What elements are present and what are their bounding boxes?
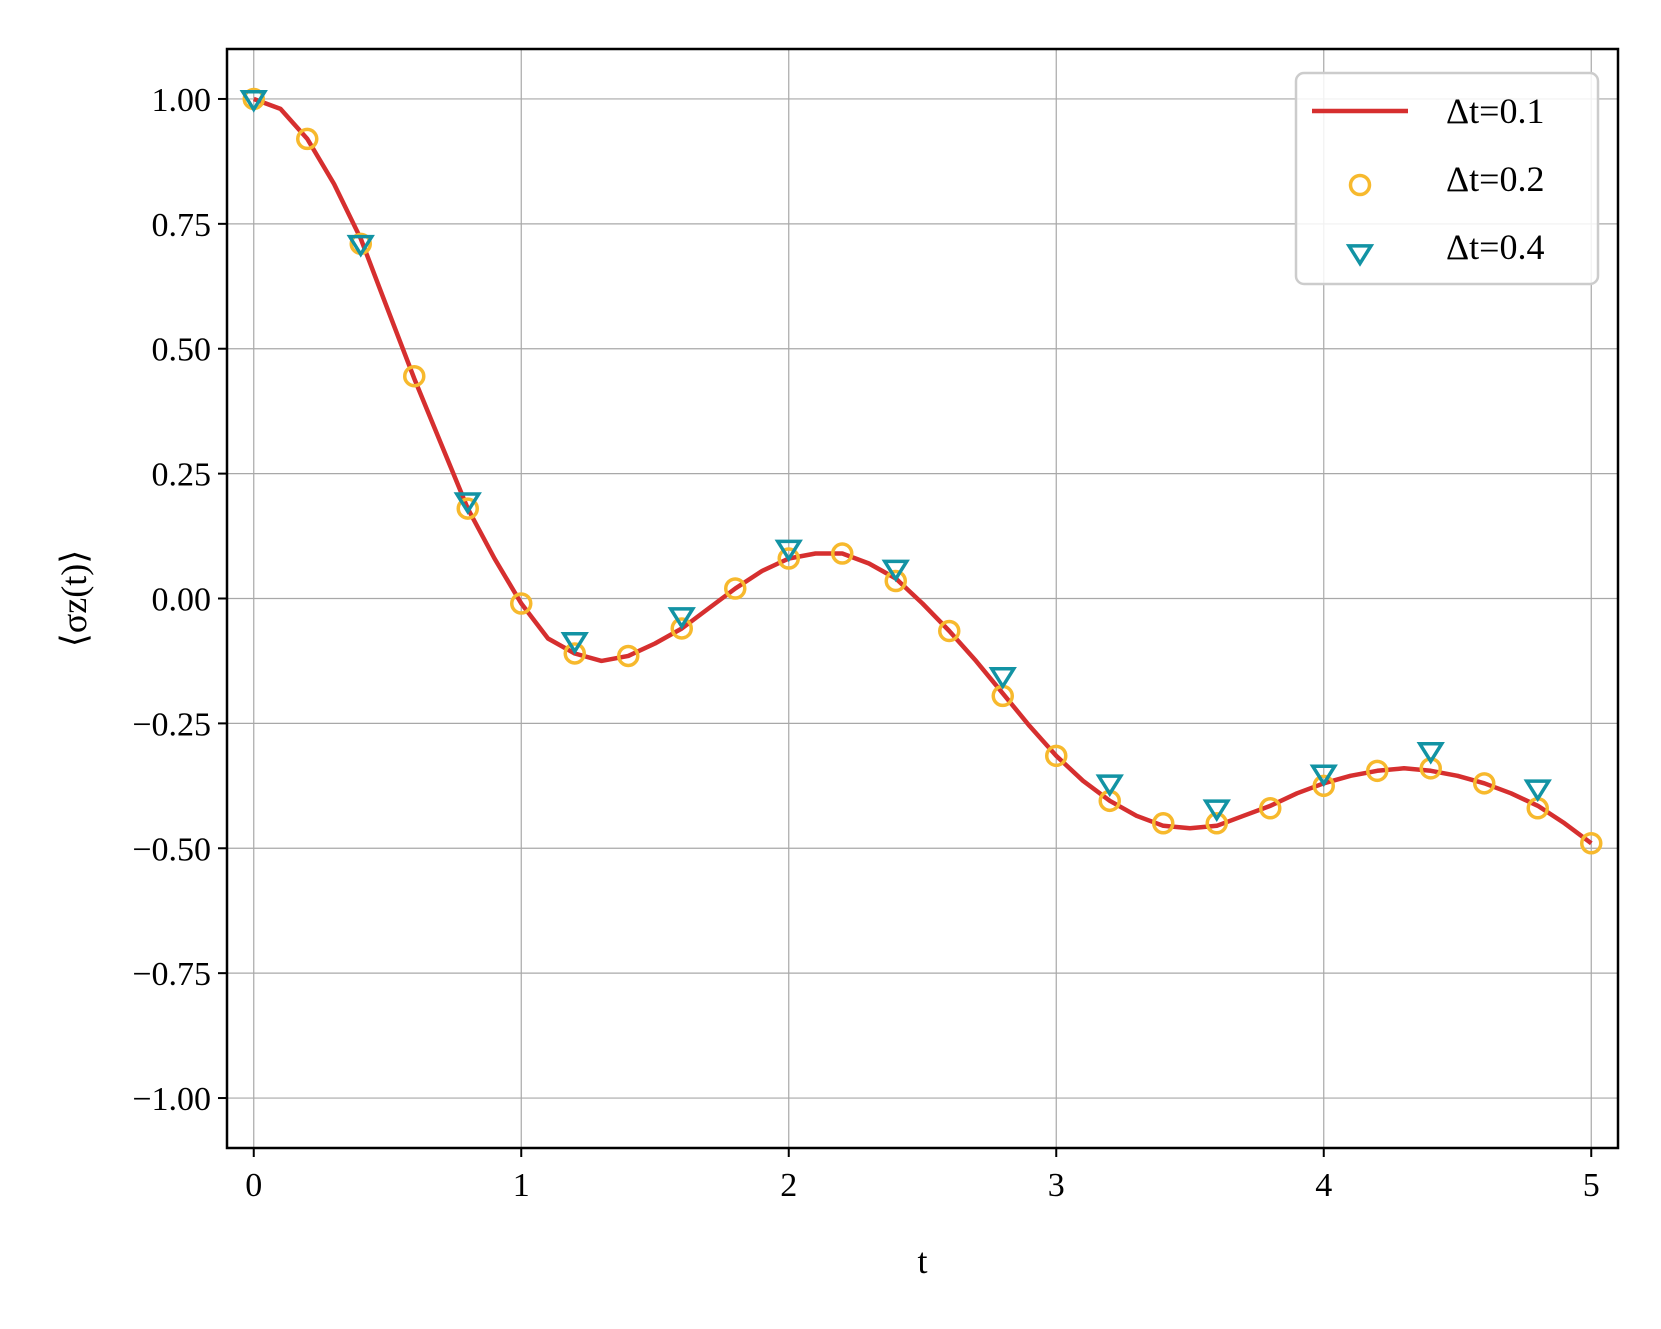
y-tick-label: 0.00 xyxy=(152,582,212,619)
data-point-series-1 xyxy=(510,592,533,615)
data-point-series-2 xyxy=(881,559,910,583)
y-tick-label: 1.00 xyxy=(152,82,212,119)
axis-ticks: 0 1 2 3 4 5 1.00 0.75 0.50 0.25 0.00 −0.25 −0.50 −0.7… xyxy=(132,82,1599,1204)
data-point-series-1 xyxy=(1205,812,1228,835)
data-point-series-1 xyxy=(403,364,426,388)
data-point-series-1 xyxy=(1473,772,1496,795)
data-point-series-2 xyxy=(1416,741,1445,765)
y-axis-title-group: ⟨σz(t)⟩ xyxy=(54,550,94,647)
x-tick-label: 5 xyxy=(1583,1167,1600,1204)
data-point-series-2 xyxy=(988,667,1017,690)
y-tick-label: 0.25 xyxy=(152,457,212,494)
data-point-series-2 xyxy=(346,234,375,258)
data-point-series-1 xyxy=(938,619,961,643)
data-point-series-1 xyxy=(670,617,693,640)
grid xyxy=(227,49,1618,1148)
data-point-series-1 xyxy=(1312,774,1335,798)
data-point-series-2 xyxy=(1309,764,1338,788)
legend: Δt=0.1 Δt=0.2 Δt=0.4 xyxy=(1294,71,1600,286)
data-point-series-1 xyxy=(777,547,800,570)
data-point-series-2 xyxy=(667,607,696,630)
data-point-series-1 xyxy=(1152,812,1175,835)
data-point-series-2 xyxy=(774,539,803,563)
data-point-series-2 xyxy=(1202,799,1231,823)
legend-box xyxy=(1294,71,1600,286)
data-point-series-1 xyxy=(1366,759,1389,783)
x-tick-label: 3 xyxy=(1048,1167,1065,1204)
y-tick-label: −0.25 xyxy=(132,706,211,743)
data-point-series-2 xyxy=(560,632,589,655)
y-tick-label: 0.75 xyxy=(152,207,212,244)
data-point-series-1 xyxy=(1045,744,1068,768)
data-point-series-2 xyxy=(1523,779,1552,803)
data-point-series-2 xyxy=(239,90,268,113)
x-tick-label: 1 xyxy=(513,1167,530,1204)
data-point-series-1 xyxy=(1580,832,1603,855)
legend-marker-swatch xyxy=(1345,244,1375,267)
y-tick-label: 0.50 xyxy=(152,332,212,369)
x-tick-label: 0 xyxy=(245,1167,262,1204)
data-point-series-1 xyxy=(296,127,319,151)
x-tick-label: 2 xyxy=(780,1167,797,1204)
y-tick-label: −0.50 xyxy=(132,831,211,868)
legend-label: Δt=0.2 xyxy=(1446,159,1544,199)
data-point-series-1 xyxy=(456,497,479,520)
y-tick-label: −0.75 xyxy=(132,956,211,993)
y-tick-label: −1.00 xyxy=(132,1081,211,1118)
data-point-series-1 xyxy=(1259,797,1282,820)
legend-marker-swatch xyxy=(1348,173,1372,197)
legend-label: Δt=0.1 xyxy=(1446,91,1544,131)
data-point-series-1 xyxy=(617,644,640,668)
y-axis-title: ⟨σz(t)⟩ xyxy=(54,550,94,647)
data-point-series-1 xyxy=(884,569,907,593)
x-axis-title: t xyxy=(917,1241,927,1281)
data-point-series-1 xyxy=(563,642,586,665)
legend-label: Δt=0.4 xyxy=(1446,227,1544,267)
data-point-series-2 xyxy=(453,492,482,515)
data-point-series-1 xyxy=(831,542,854,565)
data-point-series-2 xyxy=(1095,774,1124,798)
plot-markers xyxy=(239,87,1603,855)
x-tick-label: 4 xyxy=(1315,1167,1332,1204)
data-point-series-1 xyxy=(724,577,747,600)
